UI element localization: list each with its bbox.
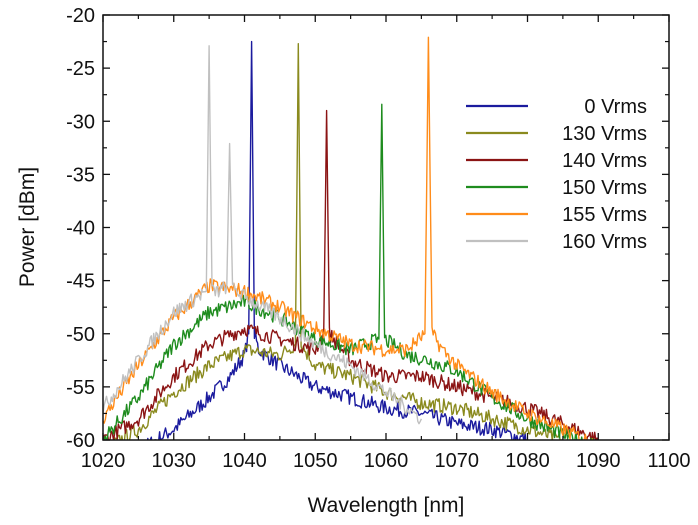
y-tick-label: -25 — [66, 58, 95, 80]
ticks-layer: 1020 1030 1040 1050 1060 1070 1080 1090 1100 -60 -… — [66, 5, 690, 472]
series-layer — [103, 36, 599, 440]
x-tick-label: 1020 — [81, 450, 126, 472]
legend-label: 140 Vrms — [562, 150, 647, 172]
x-tick-label: 1090 — [576, 450, 621, 472]
legend-label: 130 Vrms — [562, 123, 647, 145]
x-tick-label: 1060 — [364, 450, 409, 472]
series-line-5 — [103, 45, 423, 425]
y-tick-label: -35 — [66, 164, 95, 186]
x-tick-label: 1050 — [293, 450, 338, 472]
legend: 0 Vrms 130 Vrms 140 Vrms 150 Vrms 155 Vrms 16… — [466, 96, 647, 253]
x-tick-label: 1070 — [435, 450, 480, 472]
legend-label: 150 Vrms — [562, 177, 647, 199]
y-axis-label: Power [dBm] — [16, 167, 39, 287]
x-tick-label: 1080 — [505, 450, 550, 472]
series-line-1 — [109, 43, 563, 440]
y-tick-label: -20 — [66, 5, 95, 27]
y-tick-label: -50 — [66, 324, 95, 346]
y-tick-label: -40 — [66, 218, 95, 240]
y-tick-label: -45 — [66, 271, 95, 293]
legend-label: 155 Vrms — [562, 204, 647, 226]
series-line-3 — [103, 103, 598, 440]
y-tick-label: -60 — [66, 430, 95, 452]
series-line-4 — [103, 36, 594, 440]
series-line-0 — [146, 40, 528, 440]
x-tick-label: 1040 — [222, 450, 267, 472]
y-tick-label: -30 — [66, 111, 95, 133]
legend-label: 160 Vrms — [562, 231, 647, 253]
x-tick-label: 1030 — [152, 450, 197, 472]
x-axis-label: Wavelength [nm] — [308, 494, 465, 517]
x-tick-label: 1100 — [647, 450, 690, 472]
y-tick-label: -55 — [66, 377, 95, 399]
legend-label: 0 Vrms — [584, 96, 647, 118]
